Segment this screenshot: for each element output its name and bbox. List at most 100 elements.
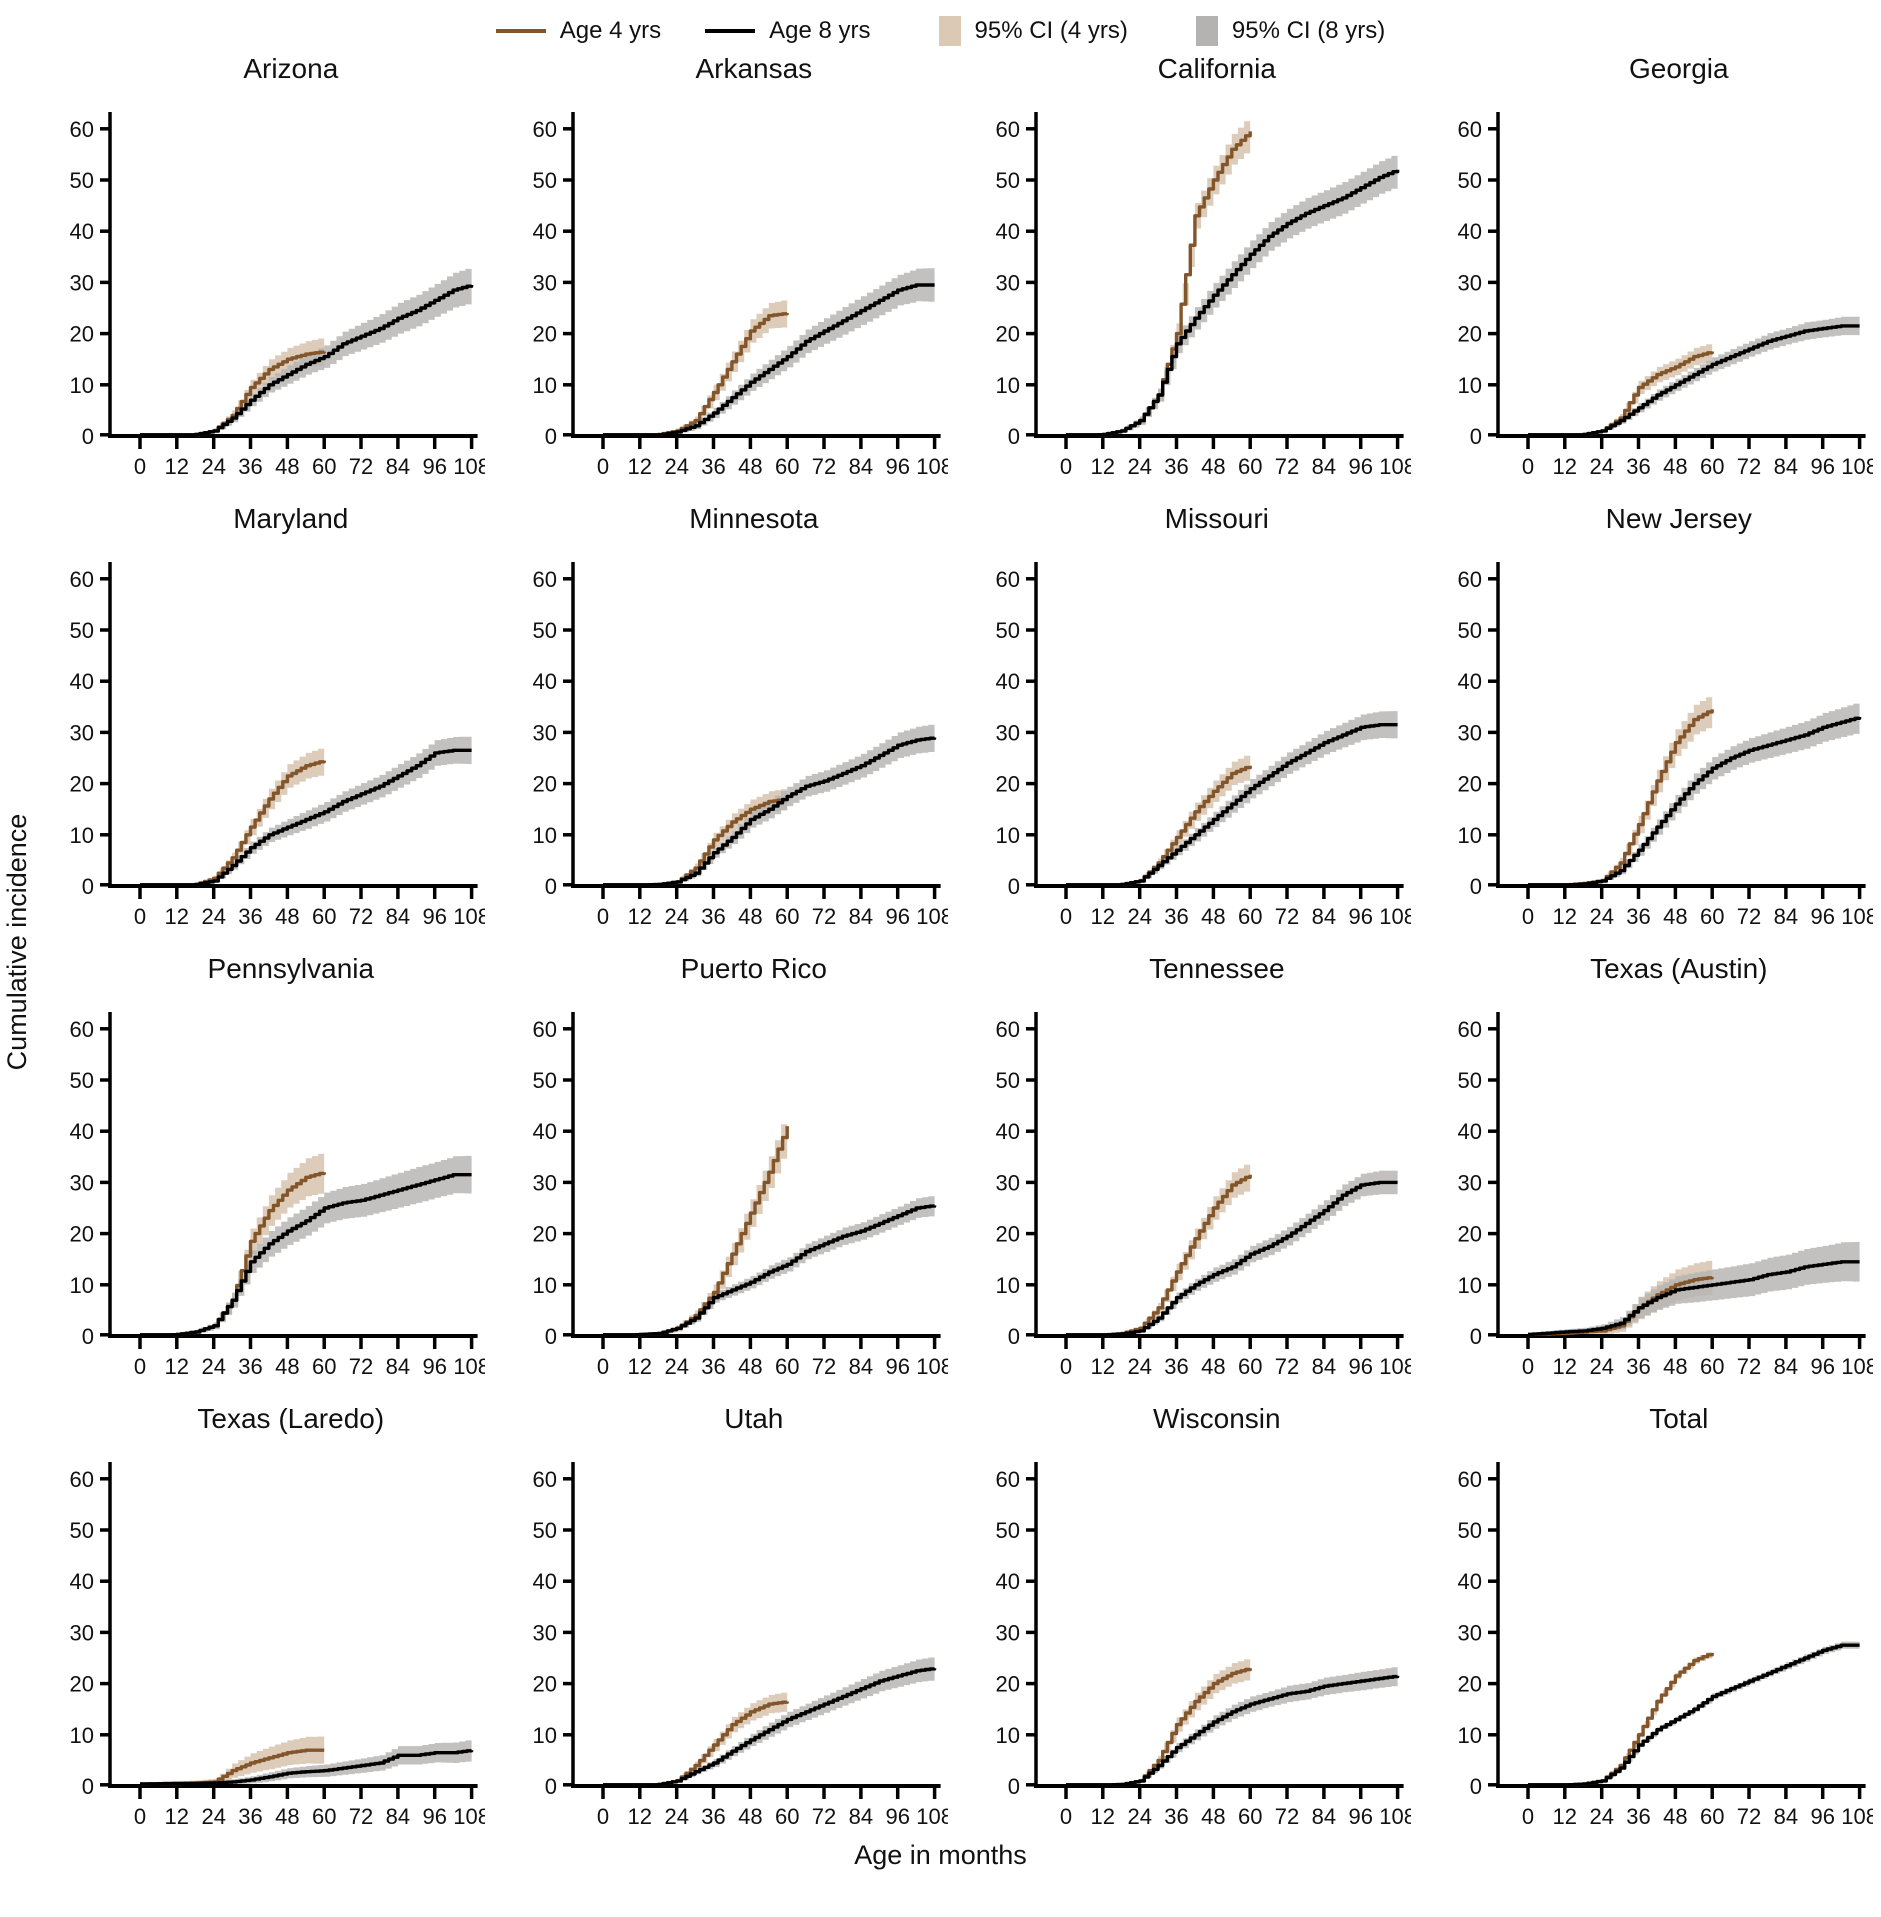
x-tick-label: 84 (1774, 1354, 1798, 1379)
ci-band-age4 (1528, 1259, 1713, 1335)
y-tick-label: 0 (1470, 874, 1482, 899)
y-tick-label: 50 (70, 1518, 94, 1543)
x-tick-label: 0 (597, 1354, 609, 1379)
panel-chart: Minnesota 0 10 20 30 40 50 60 0 12 24 36 48 60 72 84 96 1… (532, 503, 952, 929)
panel-missouri: Missouri 0 10 20 30 40 50 60 0 12 24 36 48 60 72 84 96 10… (956, 498, 1419, 936)
x-tick-label: 0 (1059, 1354, 1071, 1379)
panel-chart: Texas (Laredo) 0 10 20 30 40 50 60 0 12 24 36 48 60 72… (70, 1403, 490, 1829)
y-tick-label: 40 (70, 669, 94, 694)
x-tick-label: 96 (1811, 454, 1835, 479)
x-tick-label: 108 (916, 1804, 948, 1829)
panel-chart: Pennsylvania 0 10 20 30 40 50 60 0 12 24 36 48 60 72 84… (70, 953, 490, 1379)
x-tick-label: 84 (1311, 1354, 1335, 1379)
y-tick-label: 0 (1007, 1324, 1019, 1349)
age8-curve (140, 1173, 472, 1337)
x-tick-label: 24 (664, 454, 688, 479)
y-tick-label: 40 (1458, 1119, 1482, 1144)
x-tick-label: 72 (349, 1804, 373, 1829)
panel-california: California 0 10 20 30 40 50 60 0 12 24 36 48 60 72 84 96… (956, 48, 1419, 486)
ci-band-age4 (1528, 342, 1713, 435)
y-tick-label: 40 (1458, 1569, 1482, 1594)
x-tick-label: 108 (453, 454, 485, 479)
y-tick-label: 60 (532, 117, 556, 142)
y-tick-label: 20 (532, 772, 556, 797)
x-tick-label: 72 (1737, 904, 1761, 929)
x-tick-label: 48 (1663, 454, 1687, 479)
panel-minnesota: Minnesota 0 10 20 30 40 50 60 0 12 24 36 48 60 72 84 96 1… (493, 498, 956, 936)
x-tick-label: 72 (1737, 1804, 1761, 1829)
panel-texas-austin: Texas (Austin) 0 10 20 30 40 50 60 0 12 24 36 48 60 72… (1418, 948, 1881, 1386)
x-tick-label: 24 (1590, 904, 1614, 929)
panel-puerto-rico: Puerto Rico 0 10 20 30 40 50 60 0 12 24 36 48 60 72 84 9… (493, 948, 956, 1386)
panel-arkansas: Arkansas 0 10 20 30 40 50 60 0 12 24 36 48 60 72 84 96 10… (493, 48, 956, 486)
legend-ci4-label: 95% CI (4 yrs) (974, 17, 1128, 44)
y-tick-label: 0 (545, 1774, 557, 1799)
panel-title: Utah (724, 1403, 783, 1434)
x-tick-label: 60 (1237, 454, 1261, 479)
age8-curve (140, 748, 472, 887)
x-tick-label: 12 (627, 1804, 651, 1829)
y-tick-label: 50 (532, 1518, 556, 1543)
y-tick-label: 50 (995, 618, 1019, 643)
panel-title: Texas (Laredo) (197, 1403, 384, 1434)
y-tick-label: 60 (532, 1467, 556, 1492)
y-tick-label: 40 (70, 1119, 94, 1144)
x-tick-label: 24 (201, 454, 225, 479)
y-tick-label: 50 (995, 1518, 1019, 1543)
y-tick-label: 60 (70, 1467, 94, 1492)
panel-title: Georgia (1629, 53, 1729, 84)
y-tick-label: 60 (1458, 1017, 1482, 1042)
y-tick-label: 10 (532, 1723, 556, 1748)
x-tick-label: 96 (885, 1804, 909, 1829)
x-tick-label: 60 (775, 1804, 799, 1829)
ci-band-age4 (602, 788, 787, 885)
x-tick-label: 24 (1590, 1804, 1614, 1829)
panel-chart: Missouri 0 10 20 30 40 50 60 0 12 24 36 48 60 72 84 96 10… (995, 503, 1415, 929)
ci-band-age8 (1065, 1666, 1398, 1785)
y-tick-label: 30 (1458, 1620, 1482, 1645)
x-tick-label: 48 (1201, 454, 1225, 479)
y-tick-label: 50 (532, 1068, 556, 1093)
y-tick-label: 60 (1458, 1467, 1482, 1492)
figure-body: Cumulative incidence Arizona 0 10 20 30 40 50 6… (0, 48, 1881, 1836)
y-tick-label: 20 (995, 1222, 1019, 1247)
x-tick-label: 60 (312, 904, 336, 929)
x-tick-label: 12 (1090, 904, 1114, 929)
x-tick-label: 0 (1059, 1804, 1071, 1829)
x-tick-label: 72 (812, 1354, 836, 1379)
y-tick-label: 50 (1458, 1518, 1482, 1543)
x-tick-label: 60 (312, 1354, 336, 1379)
panel-pennsylvania: Pennsylvania 0 10 20 30 40 50 60 0 12 24 36 48 60 72 84… (30, 948, 493, 1386)
x-tick-label: 36 (1627, 1804, 1651, 1829)
panel-utah: Utah 0 10 20 30 40 50 60 0 12 24 36 48 60 72 84 96 108 (493, 1398, 956, 1836)
x-tick-label: 60 (775, 1354, 799, 1379)
x-tick-label: 60 (312, 454, 336, 479)
x-tick-label: 0 (1059, 454, 1071, 479)
ci-band-age4 (602, 299, 787, 435)
x-tick-label: 36 (1164, 1354, 1188, 1379)
x-tick-label: 12 (1553, 1354, 1577, 1379)
y-tick-label: 10 (995, 1723, 1019, 1748)
panel-chart: Georgia 0 10 20 30 40 50 60 0 12 24 36 48 60 72 84 96 108 (1458, 53, 1878, 479)
figure: Age 4 yrs Age 8 yrs 95% CI (4 yrs) 95% C… (0, 16, 1881, 1870)
panel-title: Missouri (1164, 503, 1268, 534)
y-tick-label: 40 (1458, 669, 1482, 694)
x-tick-label: 108 (1379, 904, 1411, 929)
age8-curve (140, 1749, 474, 1786)
x-tick-label: 60 (1237, 904, 1261, 929)
ci4-swatch-icon (938, 16, 961, 46)
y-tick-label: 60 (995, 1467, 1019, 1492)
x-tick-label: 0 (1522, 454, 1534, 479)
x-tick-label: 12 (1090, 1354, 1114, 1379)
y-tick-label: 20 (532, 1672, 556, 1697)
x-tick-label: 36 (1627, 904, 1651, 929)
x-tick-label: 72 (1737, 1354, 1761, 1379)
x-tick-label: 72 (812, 904, 836, 929)
y-tick-label: 30 (995, 720, 1019, 745)
x-tick-label: 84 (848, 454, 872, 479)
panel-tennessee: Tennessee 0 10 20 30 40 50 60 0 12 24 36 48 60 72 84 96 1… (956, 948, 1419, 1386)
legend-age8-label: Age 8 yrs (769, 17, 871, 44)
y-tick-label: 20 (1458, 322, 1482, 347)
panel-title: California (1157, 53, 1276, 84)
age8-curve (1528, 1643, 1860, 1787)
